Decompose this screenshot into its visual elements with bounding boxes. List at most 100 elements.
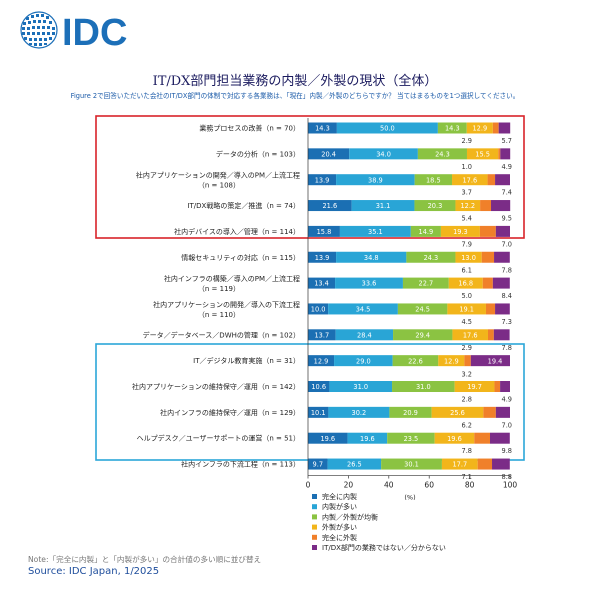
highlight-box-red: [95, 115, 525, 239]
bar-value-label: 10.0: [311, 306, 326, 314]
category-label: （n = 119）: [198, 285, 240, 293]
bar-value-label: 19.6: [320, 435, 335, 443]
x-tick-label: 60: [424, 481, 434, 490]
bar-segment: [392, 381, 455, 392]
bar-value-label: 34.0: [376, 150, 391, 158]
bar-segment: [482, 277, 493, 289]
legend-label: 完全に外製: [322, 533, 357, 542]
category-label: 社内インフラの構築／導入のPM／上流工程: [164, 274, 300, 283]
bar-value-label: 17.6: [462, 176, 477, 184]
bar-segment: [500, 381, 510, 392]
bar-value-label: 13.7: [314, 331, 329, 339]
bar-value-label: 14.3: [445, 125, 460, 133]
bar-segment: [308, 406, 329, 418]
bar-segment: [308, 200, 352, 212]
bar-segment: [308, 225, 340, 237]
bar-segment: [455, 251, 482, 263]
bar-segment: [406, 251, 456, 263]
bar-segment: [481, 251, 495, 263]
bar-value-label: 13.9: [315, 254, 330, 262]
bar-segment: [308, 432, 348, 444]
bar-segment: [447, 303, 486, 315]
x-tick-label: 0: [306, 481, 311, 490]
bar-segment: [483, 406, 496, 418]
bar-segment: [492, 458, 510, 470]
category-label: （n = 110）: [198, 311, 240, 319]
bar-value-label: 7.3: [502, 318, 513, 326]
bar-segment: [477, 458, 493, 470]
x-tick-label: 80: [465, 481, 475, 490]
bar-segment: [308, 174, 337, 186]
bar-segment: [495, 303, 510, 315]
bar-segment: [347, 432, 388, 444]
bar-value-label: 17.7: [452, 461, 467, 469]
bar-value-label: 17.6: [463, 331, 478, 339]
category-label: ヘルプデスク／ユーザーサポートの運営（n = 51）: [137, 434, 300, 443]
bar-value-label: 20.3: [428, 202, 443, 210]
bar-segment: [454, 381, 495, 392]
bar-value-label: 9.5: [502, 215, 513, 223]
legend-swatch: [312, 494, 317, 499]
bar-segment: [437, 122, 467, 134]
chart-note: Note:「完全に内製」と「内製が多い」の合計値の多い順に並び替え: [28, 555, 262, 564]
bar-segment: [466, 148, 499, 160]
bar-value-label: 31.0: [416, 383, 431, 391]
bar-value-label: 14.9: [419, 228, 434, 236]
bar-segment: [448, 277, 483, 289]
bar-value-label: 19.7: [467, 383, 482, 391]
bar-segment: [335, 277, 403, 289]
bar-segment: [441, 458, 478, 470]
bar-segment: [393, 329, 453, 341]
category-label: 社内インフラの維持保守／運用（n = 129）: [160, 408, 300, 417]
legend-label: 内製が多い: [322, 502, 357, 511]
category-label: 社内アプリケーションの開発／導入のPM／上流工程: [136, 171, 300, 180]
bar-value-label: 35.1: [368, 228, 383, 236]
logo-text: IDC: [62, 12, 127, 52]
bar-segment: [308, 251, 337, 263]
legend-swatch: [312, 504, 317, 510]
bar-value-label: 15.8: [317, 228, 332, 236]
bar-value-label: 38.9: [368, 176, 383, 184]
bar-value-label: 13.0: [461, 254, 476, 262]
bar-value-label: 7.1: [462, 473, 473, 481]
category-label: 社内アプリケーションの開発／導入の下流工程: [153, 300, 300, 309]
category-label: データ／データベース／DWHの管理（n = 102）: [143, 330, 300, 339]
bar-value-label: 19.3: [453, 228, 468, 236]
bar-value-label: 6.1: [462, 266, 473, 274]
bar-segment: [494, 251, 510, 263]
bar-value-label: 5.4: [462, 215, 473, 223]
bar-value-label: 2.8: [462, 396, 473, 404]
bar-segment: [308, 303, 329, 315]
category-label: データの分析（n = 103）: [216, 149, 300, 158]
legend-swatch: [312, 524, 317, 530]
bar-segment: [308, 381, 330, 392]
bar-value-label: 50.0: [380, 125, 395, 133]
bar-value-label: 33.6: [362, 280, 377, 288]
bar-value-label: 26.5: [347, 461, 362, 469]
bar-segment: [417, 148, 467, 160]
category-label: IT／デジタル教育実施（n = 31）: [193, 356, 300, 365]
bar-segment: [387, 432, 435, 444]
chart-source: Source: IDC Japan, 1/2025: [28, 566, 160, 577]
bar-value-label: 7.8: [502, 344, 513, 352]
bar-value-label: 22.6: [408, 357, 423, 365]
category-label: 社内インフラの下流工程（n = 113）: [181, 460, 300, 469]
bar-value-label: 4.9: [502, 396, 513, 404]
bar-segment: [336, 122, 438, 134]
bar-value-label: 4.9: [502, 163, 513, 171]
bar-segment: [490, 432, 510, 444]
x-tick-label: 100: [503, 481, 518, 490]
category-label: 業務プロセスの改善（n = 70）: [199, 124, 300, 133]
bar-value-label: 30.2: [352, 409, 367, 417]
bar-segment: [329, 381, 393, 392]
bar-value-label: 7.0: [502, 421, 513, 429]
bar-value-label: 13.4: [314, 280, 329, 288]
bar-segment: [440, 225, 480, 237]
bar-segment: [452, 329, 488, 341]
bar-segment: [479, 225, 496, 237]
bar-segment: [410, 225, 441, 237]
bar-segment: [474, 432, 491, 444]
bar-segment: [308, 458, 328, 470]
bar-value-label: 12.9: [472, 125, 487, 133]
bar-value-label: 8.8: [502, 473, 513, 481]
